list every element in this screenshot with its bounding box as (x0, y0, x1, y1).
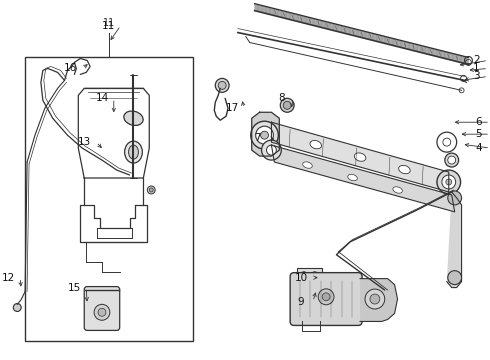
Polygon shape (252, 112, 279, 156)
FancyBboxPatch shape (84, 287, 120, 330)
Circle shape (442, 175, 456, 189)
Circle shape (318, 289, 334, 305)
Text: 6: 6 (475, 117, 482, 127)
Polygon shape (271, 122, 449, 192)
Text: 10: 10 (294, 273, 308, 283)
Bar (297, 268, 321, 282)
Polygon shape (447, 192, 462, 288)
FancyBboxPatch shape (290, 273, 362, 325)
Circle shape (448, 156, 456, 164)
Ellipse shape (124, 141, 143, 163)
Text: 16: 16 (64, 63, 77, 73)
Ellipse shape (399, 165, 410, 174)
Circle shape (301, 272, 307, 278)
Text: 11: 11 (103, 18, 115, 28)
Circle shape (280, 98, 294, 112)
Ellipse shape (124, 111, 143, 125)
Circle shape (218, 81, 226, 89)
Ellipse shape (303, 162, 312, 168)
Text: 9: 9 (297, 297, 304, 306)
Circle shape (251, 121, 278, 149)
Text: 14: 14 (96, 93, 109, 103)
Circle shape (262, 140, 281, 160)
Text: 11: 11 (102, 21, 116, 31)
Circle shape (215, 78, 229, 92)
Circle shape (312, 272, 318, 278)
Text: 15: 15 (68, 283, 81, 293)
Text: 4: 4 (475, 143, 482, 153)
Text: 5: 5 (475, 129, 482, 139)
Ellipse shape (310, 140, 321, 149)
Text: 12: 12 (2, 273, 15, 283)
Ellipse shape (354, 153, 366, 161)
Circle shape (370, 294, 380, 304)
Circle shape (283, 101, 291, 109)
Circle shape (256, 126, 273, 144)
Circle shape (445, 153, 459, 167)
Circle shape (322, 293, 330, 301)
Text: 17: 17 (225, 103, 239, 113)
Circle shape (94, 304, 110, 320)
Circle shape (98, 308, 106, 316)
Circle shape (13, 303, 21, 311)
Circle shape (147, 186, 155, 194)
Text: 1: 1 (473, 63, 480, 73)
Polygon shape (271, 145, 455, 212)
Ellipse shape (128, 145, 138, 159)
Circle shape (267, 145, 276, 155)
Text: 8: 8 (278, 93, 285, 103)
Ellipse shape (348, 174, 357, 181)
Circle shape (261, 131, 269, 139)
Text: 13: 13 (77, 137, 91, 147)
Circle shape (448, 271, 462, 285)
Ellipse shape (393, 187, 402, 193)
Circle shape (437, 170, 461, 194)
Text: 3: 3 (473, 71, 480, 81)
Circle shape (446, 179, 452, 185)
Text: 7: 7 (254, 133, 261, 143)
Text: 2: 2 (473, 55, 480, 66)
Bar (25, 58, 193, 341)
Polygon shape (360, 279, 397, 321)
Circle shape (448, 191, 462, 205)
Circle shape (365, 289, 385, 309)
Circle shape (149, 188, 153, 192)
